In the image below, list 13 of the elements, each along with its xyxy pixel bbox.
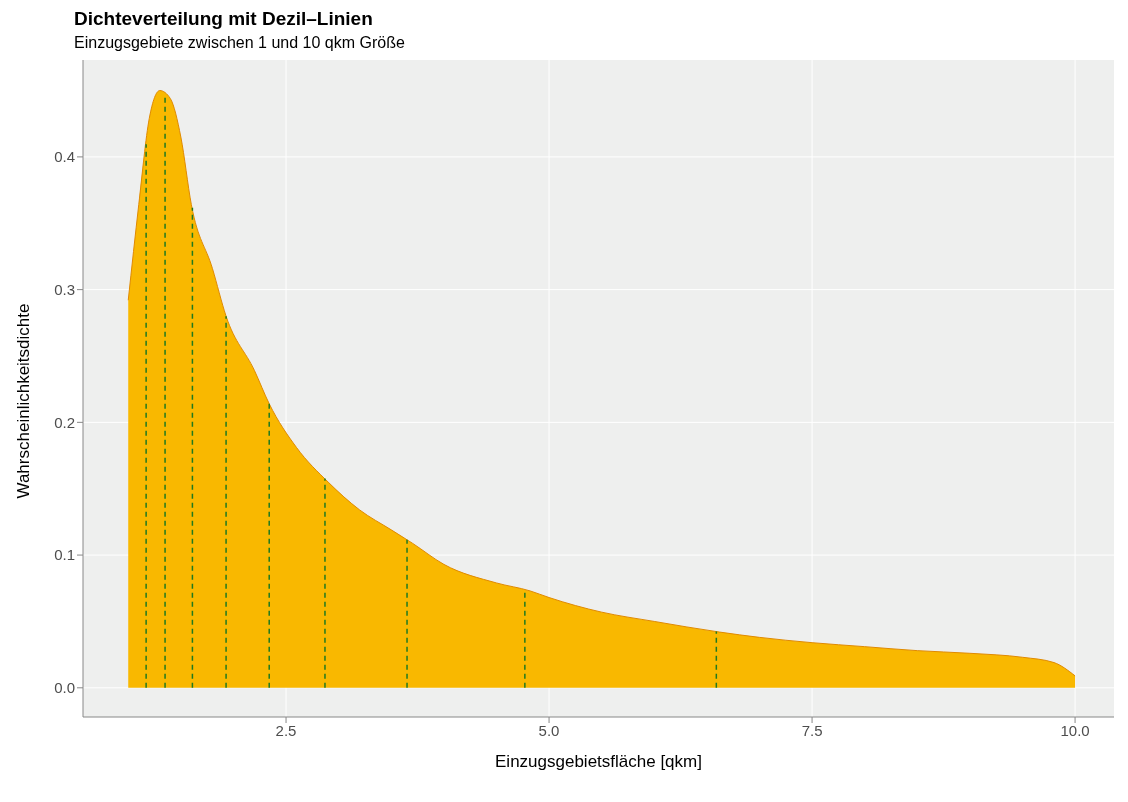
y-axis-title: Wahrscheinlichkeitsdichte — [14, 303, 34, 499]
chart-subtitle: Einzugsgebiete zwischen 1 und 10 qkm Größe — [73, 34, 406, 52]
x-tick-label: 5.0 — [538, 721, 560, 739]
x-tick-label: 7.5 — [801, 721, 823, 739]
chart-title: Dichteverteilung mit Dezil–Linien — [73, 8, 374, 30]
y-tick-label: 0.0 — [54, 679, 75, 697]
y-tick-label: 0.4 — [54, 148, 75, 166]
x-tick-label: 10.0 — [1060, 721, 1090, 739]
x-axis-title: Einzugsgebietsfläche [qkm] — [495, 752, 702, 771]
y-tick-label: 0.1 — [54, 546, 75, 564]
y-tick-label: 0.2 — [54, 413, 75, 431]
x-tick-label: 2.5 — [275, 721, 297, 739]
y-tick-label: 0.3 — [54, 280, 75, 298]
